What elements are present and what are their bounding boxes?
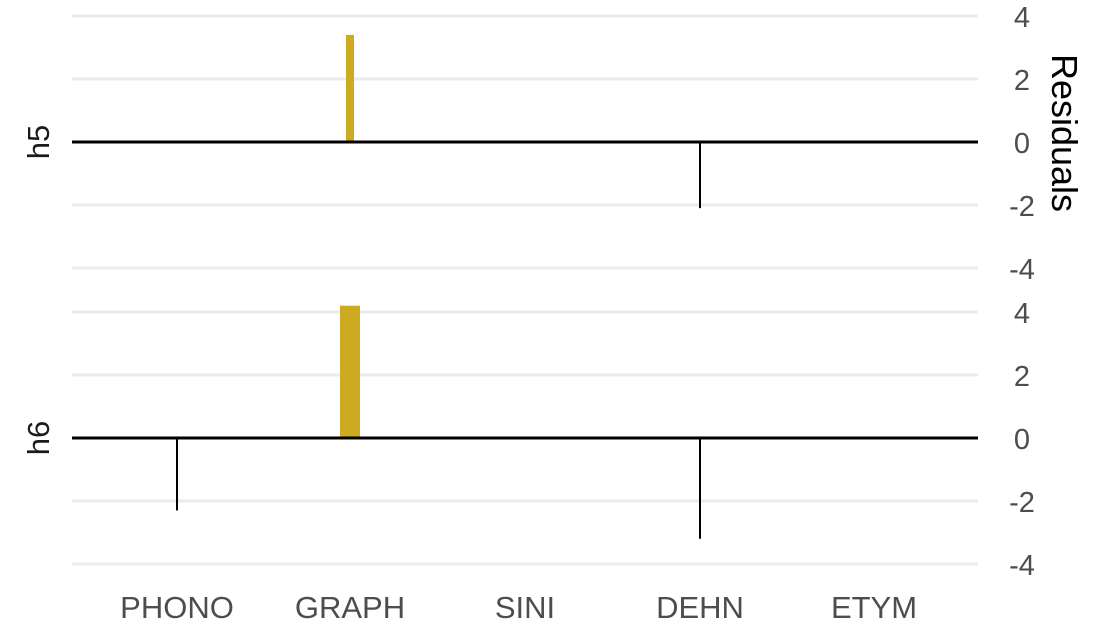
x-tick-label: SINI [495, 590, 555, 624]
y-tick-label: 4 [1014, 2, 1030, 34]
y-tick-label: 0 [1014, 128, 1030, 160]
bar-h6-graph [340, 305, 360, 438]
facet-panels: -4 -2 0 2 4 h5 -4 -2 0 2 4 h6 [21, 2, 1035, 582]
facet-label-h5: h5 [21, 125, 56, 159]
x-tick-label: DEHN [656, 590, 744, 624]
y-tick-label: -4 [1009, 254, 1035, 286]
y-tick-label: 2 [1014, 361, 1030, 393]
facet-label-h6: h6 [21, 421, 56, 455]
y-tick-label: -2 [1009, 191, 1035, 223]
x-tick-label: ETYM [831, 590, 917, 624]
bar-h5-dehn [699, 142, 701, 209]
y-tick-label: 2 [1014, 65, 1030, 97]
y-tick-label: -4 [1009, 550, 1035, 582]
y-tick-label: -2 [1009, 487, 1035, 519]
bar-h6-dehn [699, 438, 701, 539]
x-tick-label: GRAPH [295, 590, 405, 624]
y-tick-label: 0 [1014, 424, 1030, 456]
y-axis-title: Residuals [1044, 54, 1085, 212]
y-tick-label: 4 [1014, 298, 1030, 330]
bar-h6-phono [176, 438, 178, 511]
facet-panel-h6: -4 -2 0 2 4 h6 [21, 298, 1035, 582]
x-axis: PHONO GRAPH SINI DEHN ETYM [120, 590, 917, 624]
facet-panel-h5: -4 -2 0 2 4 h5 [21, 2, 1035, 286]
bar-h5-graph [346, 34, 354, 142]
x-tick-label: PHONO [120, 590, 234, 624]
